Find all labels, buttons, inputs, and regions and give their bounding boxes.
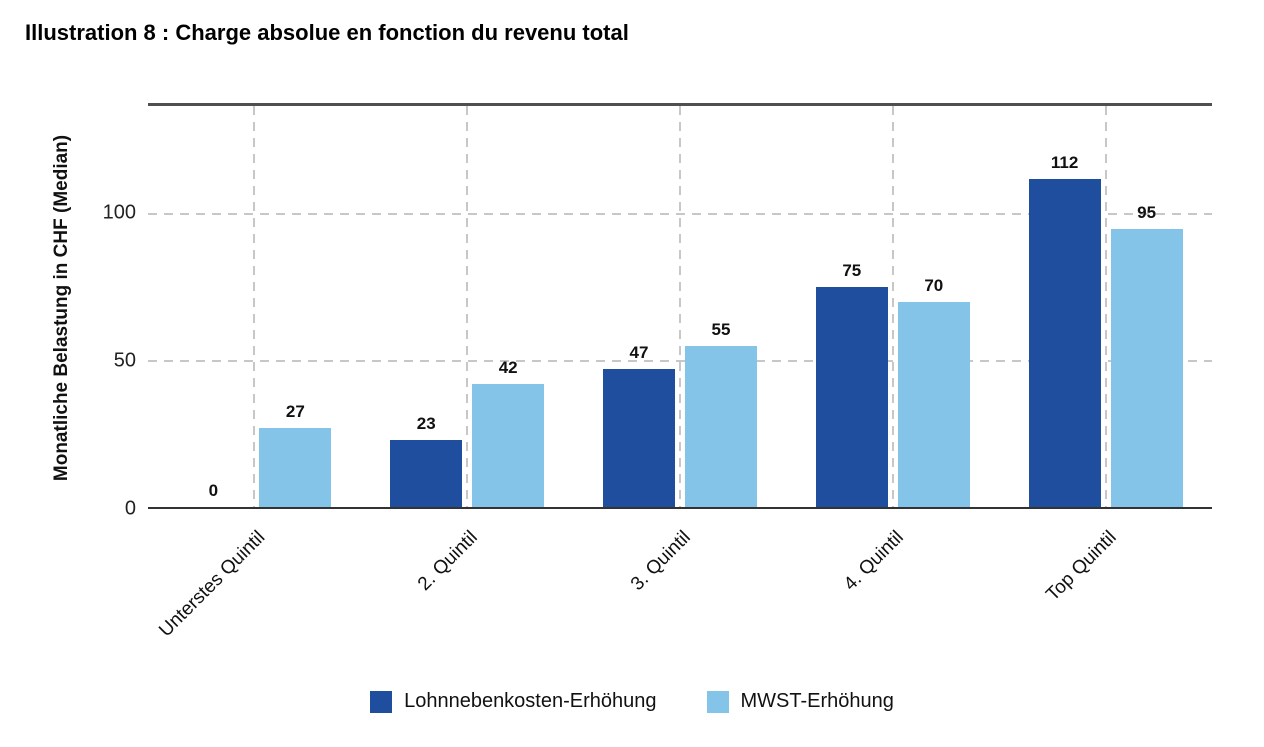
gridline-vertical <box>1104 106 1107 507</box>
x-label-slot: 4. Quintil <box>786 513 999 678</box>
legend-item: MWST-Erhöhung <box>706 690 894 713</box>
x-axis-tick-label: 3. Quintil <box>626 527 695 595</box>
gridline-vertical <box>253 106 256 507</box>
bar-value-label: 75 <box>842 261 862 281</box>
legend-label: MWST-Erhöhung <box>740 690 894 712</box>
x-label-slot: 3. Quintil <box>574 513 787 678</box>
bar-mwst: 95 <box>1110 203 1183 507</box>
legend-swatch <box>370 690 393 713</box>
category-slot: 0 27 <box>148 106 361 507</box>
y-axis-ticks: 0 50 100 <box>0 103 140 519</box>
category-slot: 47 55 <box>574 106 787 507</box>
chart-title: Illustration 8 : Charge absolue en fonct… <box>25 20 629 45</box>
y-tick-label: 0 <box>124 497 136 520</box>
y-tick-label: 50 <box>113 349 136 372</box>
x-axis-tick-label: 2. Quintil <box>414 527 483 595</box>
legend: Lohnnebenkosten-Erhöhung MWST-Erhöhung <box>0 690 1264 713</box>
gridline-vertical <box>466 106 469 507</box>
bar-mwst: 42 <box>472 358 545 507</box>
bar-mwst: 70 <box>897 276 970 507</box>
bar-lohnnebenkosten: 47 <box>603 343 675 507</box>
bar-lohnnebenkosten: 112 <box>1028 153 1101 507</box>
category-slot: 75 70 <box>786 106 999 507</box>
bar-value-label: 42 <box>498 358 518 378</box>
category-slot: 112 95 <box>999 106 1212 507</box>
gridline-vertical <box>891 106 894 507</box>
bar-mwst: 27 <box>259 402 332 507</box>
x-axis-tick-label: 4. Quintil <box>839 527 908 595</box>
x-axis-tick-label: Unterstes Quintil <box>155 527 270 642</box>
bar-value-label: 23 <box>416 413 436 433</box>
bar-lohnnebenkosten: 23 <box>390 414 463 507</box>
plot-area: 0 27 23 42 47 55 75 70 112 95 <box>148 103 1212 509</box>
x-axis-tick-label: Top Quintil <box>1042 527 1121 606</box>
bar-value-label: 27 <box>285 401 305 421</box>
legend-label: Lohnnebenkosten-Erhöhung <box>404 690 657 712</box>
x-axis-labels: Unterstes Quintil 2. Quintil 3. Quintil 4. … <box>148 513 1212 678</box>
bar-value-label: 70 <box>924 276 944 296</box>
bar-value-label: 0 <box>208 481 219 500</box>
bar-value-label: 112 <box>1050 153 1079 173</box>
category-slot: 23 42 <box>361 106 574 507</box>
gridline-vertical <box>678 106 681 507</box>
bar-value-label: 95 <box>1137 202 1157 222</box>
x-label-slot: 2. Quintil <box>361 513 574 678</box>
legend-item: Lohnnebenkosten-Erhöhung <box>370 690 657 713</box>
bar-value-label: 47 <box>629 343 649 363</box>
x-label-slot: Top Quintil <box>999 513 1212 678</box>
bar-value-label: 55 <box>711 320 731 340</box>
bar-lohnnebenkosten: 75 <box>815 261 888 507</box>
y-tick-label: 100 <box>102 201 136 224</box>
legend-swatch <box>706 690 729 713</box>
x-label-slot: Unterstes Quintil <box>148 513 361 678</box>
bar-mwst: 55 <box>684 320 757 507</box>
